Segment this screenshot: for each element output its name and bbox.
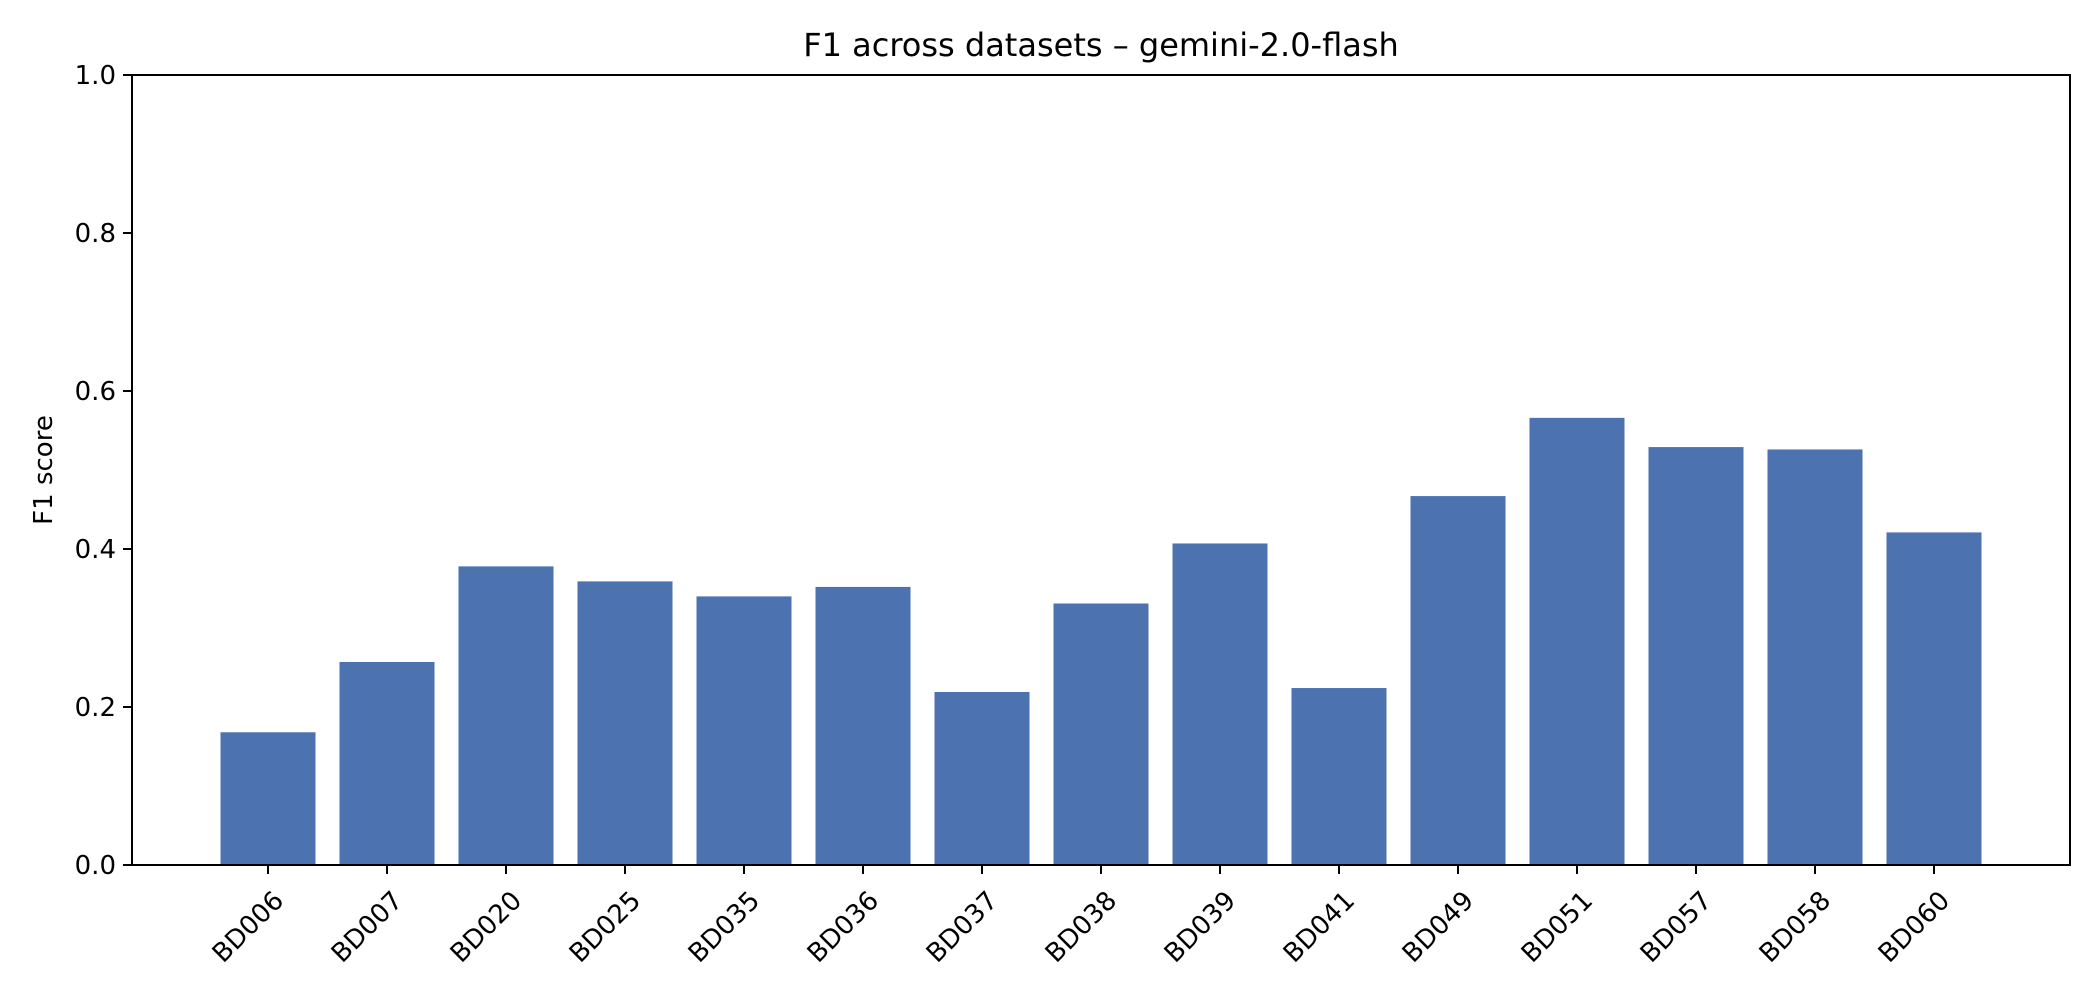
x-axis: BD006 BD007 BD020 BD025 BD035 BD036 BD037 BD038… — [207, 865, 1956, 969]
bar-bd025 — [577, 581, 673, 865]
x-tick-label: BD051 — [1516, 886, 1599, 969]
bar-bd035 — [696, 596, 792, 865]
x-tick-label: BD060 — [1873, 886, 1956, 969]
x-tick-label: BD007 — [326, 886, 409, 969]
x-tick-label: BD041 — [1278, 886, 1361, 969]
bar-bd038 — [1053, 603, 1149, 865]
bar-bd006 — [220, 732, 316, 865]
bar-bd037 — [934, 691, 1030, 865]
x-tick-label: BD057 — [1635, 886, 1718, 969]
x-tick-label: BD038 — [1040, 886, 1123, 969]
x-tick-label: BD037 — [921, 886, 1004, 969]
bar-bd041 — [1291, 688, 1387, 865]
bar-bd007 — [339, 661, 435, 865]
bar-bd060 — [1886, 532, 1982, 865]
y-tick-label: 0.8 — [75, 219, 116, 249]
x-tick-label: BD025 — [564, 886, 647, 969]
y-tick-label: 0.4 — [75, 535, 116, 565]
x-tick-label: BD058 — [1754, 886, 1837, 969]
x-tick-label: BD036 — [802, 886, 885, 969]
y-axis-label: F1 score — [29, 415, 59, 525]
bar-bd049 — [1410, 496, 1506, 865]
x-tick-label: BD035 — [683, 886, 766, 969]
bars-layer — [220, 417, 1982, 865]
y-axis: 0.0 0.2 0.4 0.6 0.8 1.0 — [75, 61, 132, 881]
y-tick-label: 0.0 — [75, 851, 116, 881]
bar-bd057 — [1648, 447, 1744, 865]
y-tick-label: 0.6 — [75, 377, 116, 407]
plot-frame — [131, 74, 2071, 866]
x-tick-label: BD039 — [1159, 886, 1242, 969]
bar-bd020 — [458, 566, 554, 865]
chart-title: F1 across datasets – gemini-2.0-flash — [803, 26, 1399, 64]
bar-bd051 — [1529, 417, 1625, 865]
x-tick-label: BD020 — [445, 886, 528, 969]
bar-bd058 — [1767, 449, 1863, 865]
x-tick-label: BD049 — [1397, 886, 1480, 969]
bar-bd036 — [815, 586, 911, 865]
y-tick-label: 1.0 — [75, 61, 116, 91]
x-tick-label: BD006 — [207, 886, 290, 969]
bar-bd039 — [1172, 543, 1268, 865]
y-tick-label: 0.2 — [75, 693, 116, 723]
